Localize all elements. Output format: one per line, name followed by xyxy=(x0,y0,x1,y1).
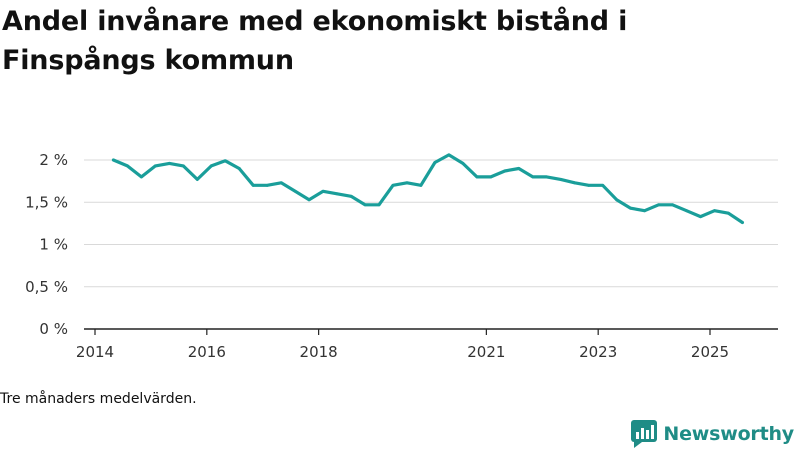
data-point xyxy=(629,206,633,210)
data-point xyxy=(643,209,646,213)
data-point xyxy=(195,178,199,181)
data-point xyxy=(307,198,311,202)
data-point xyxy=(419,183,423,187)
series-layer xyxy=(111,153,745,225)
y-tick-label: 1 % xyxy=(39,236,68,254)
x-tick-label: 2023 xyxy=(579,343,617,361)
data-point xyxy=(685,209,688,213)
data-point xyxy=(237,167,241,170)
data-point xyxy=(587,183,591,187)
data-point xyxy=(713,209,716,213)
data-point xyxy=(615,198,619,202)
data-point xyxy=(601,183,605,187)
data-point xyxy=(140,175,143,179)
data-point xyxy=(251,183,255,187)
data-point xyxy=(559,178,563,181)
data-point xyxy=(489,175,493,179)
data-point xyxy=(531,175,535,179)
data-point xyxy=(405,181,409,185)
data-point xyxy=(503,169,507,173)
data-point xyxy=(265,183,269,187)
data-point xyxy=(461,161,465,165)
chart-note: Tre månaders medelvärden. xyxy=(0,391,197,407)
data-point xyxy=(223,159,227,163)
x-tick-label: 2014 xyxy=(76,343,114,361)
data-point xyxy=(377,203,381,207)
data-point xyxy=(112,158,115,162)
x-tick-label: 2016 xyxy=(188,343,226,361)
y-tick-label: 0,5 % xyxy=(25,278,68,296)
newsworthy-logo[interactable]: Newsworthy xyxy=(631,419,794,449)
data-point xyxy=(335,192,339,196)
data-point xyxy=(573,181,577,185)
x-axis: 2014 2016 2018 2021 2023 2025 xyxy=(76,328,778,361)
data-point xyxy=(699,215,702,219)
x-tick-label: 2018 xyxy=(300,343,338,361)
chart-title: Andel invånare med ekonomiskt bistånd i … xyxy=(2,6,628,76)
x-tick-label: 2025 xyxy=(691,343,729,361)
newsworthy-icon xyxy=(631,420,658,448)
data-point xyxy=(447,153,451,157)
data-point xyxy=(349,194,353,198)
data-point xyxy=(321,189,325,193)
data-point xyxy=(475,175,479,179)
data-point xyxy=(167,161,171,165)
data-point xyxy=(657,203,660,207)
data-point xyxy=(181,164,185,168)
data-point xyxy=(391,183,395,187)
brand-name: Newsworthy xyxy=(663,423,794,445)
data-point xyxy=(727,211,730,215)
data-point xyxy=(279,181,283,185)
series-line-0 xyxy=(111,153,745,225)
y-tick-label: 0 % xyxy=(39,320,68,338)
y-tick-label: 2 % xyxy=(39,151,68,169)
data-point xyxy=(363,203,367,207)
y-tick-label: 1,5 % xyxy=(25,193,68,211)
x-tick-label: 2021 xyxy=(467,343,505,361)
data-point xyxy=(671,203,674,207)
data-point xyxy=(209,164,213,168)
data-point xyxy=(741,221,744,224)
data-point xyxy=(153,164,157,168)
data-point xyxy=(433,161,437,164)
data-point xyxy=(126,164,129,168)
y-axis-labels: 0 % 0,5 % 1 % 1,5 % 2 % xyxy=(25,151,68,338)
gridlines xyxy=(84,159,778,288)
data-point xyxy=(517,167,521,170)
data-point xyxy=(293,189,297,193)
data-point xyxy=(545,175,549,179)
